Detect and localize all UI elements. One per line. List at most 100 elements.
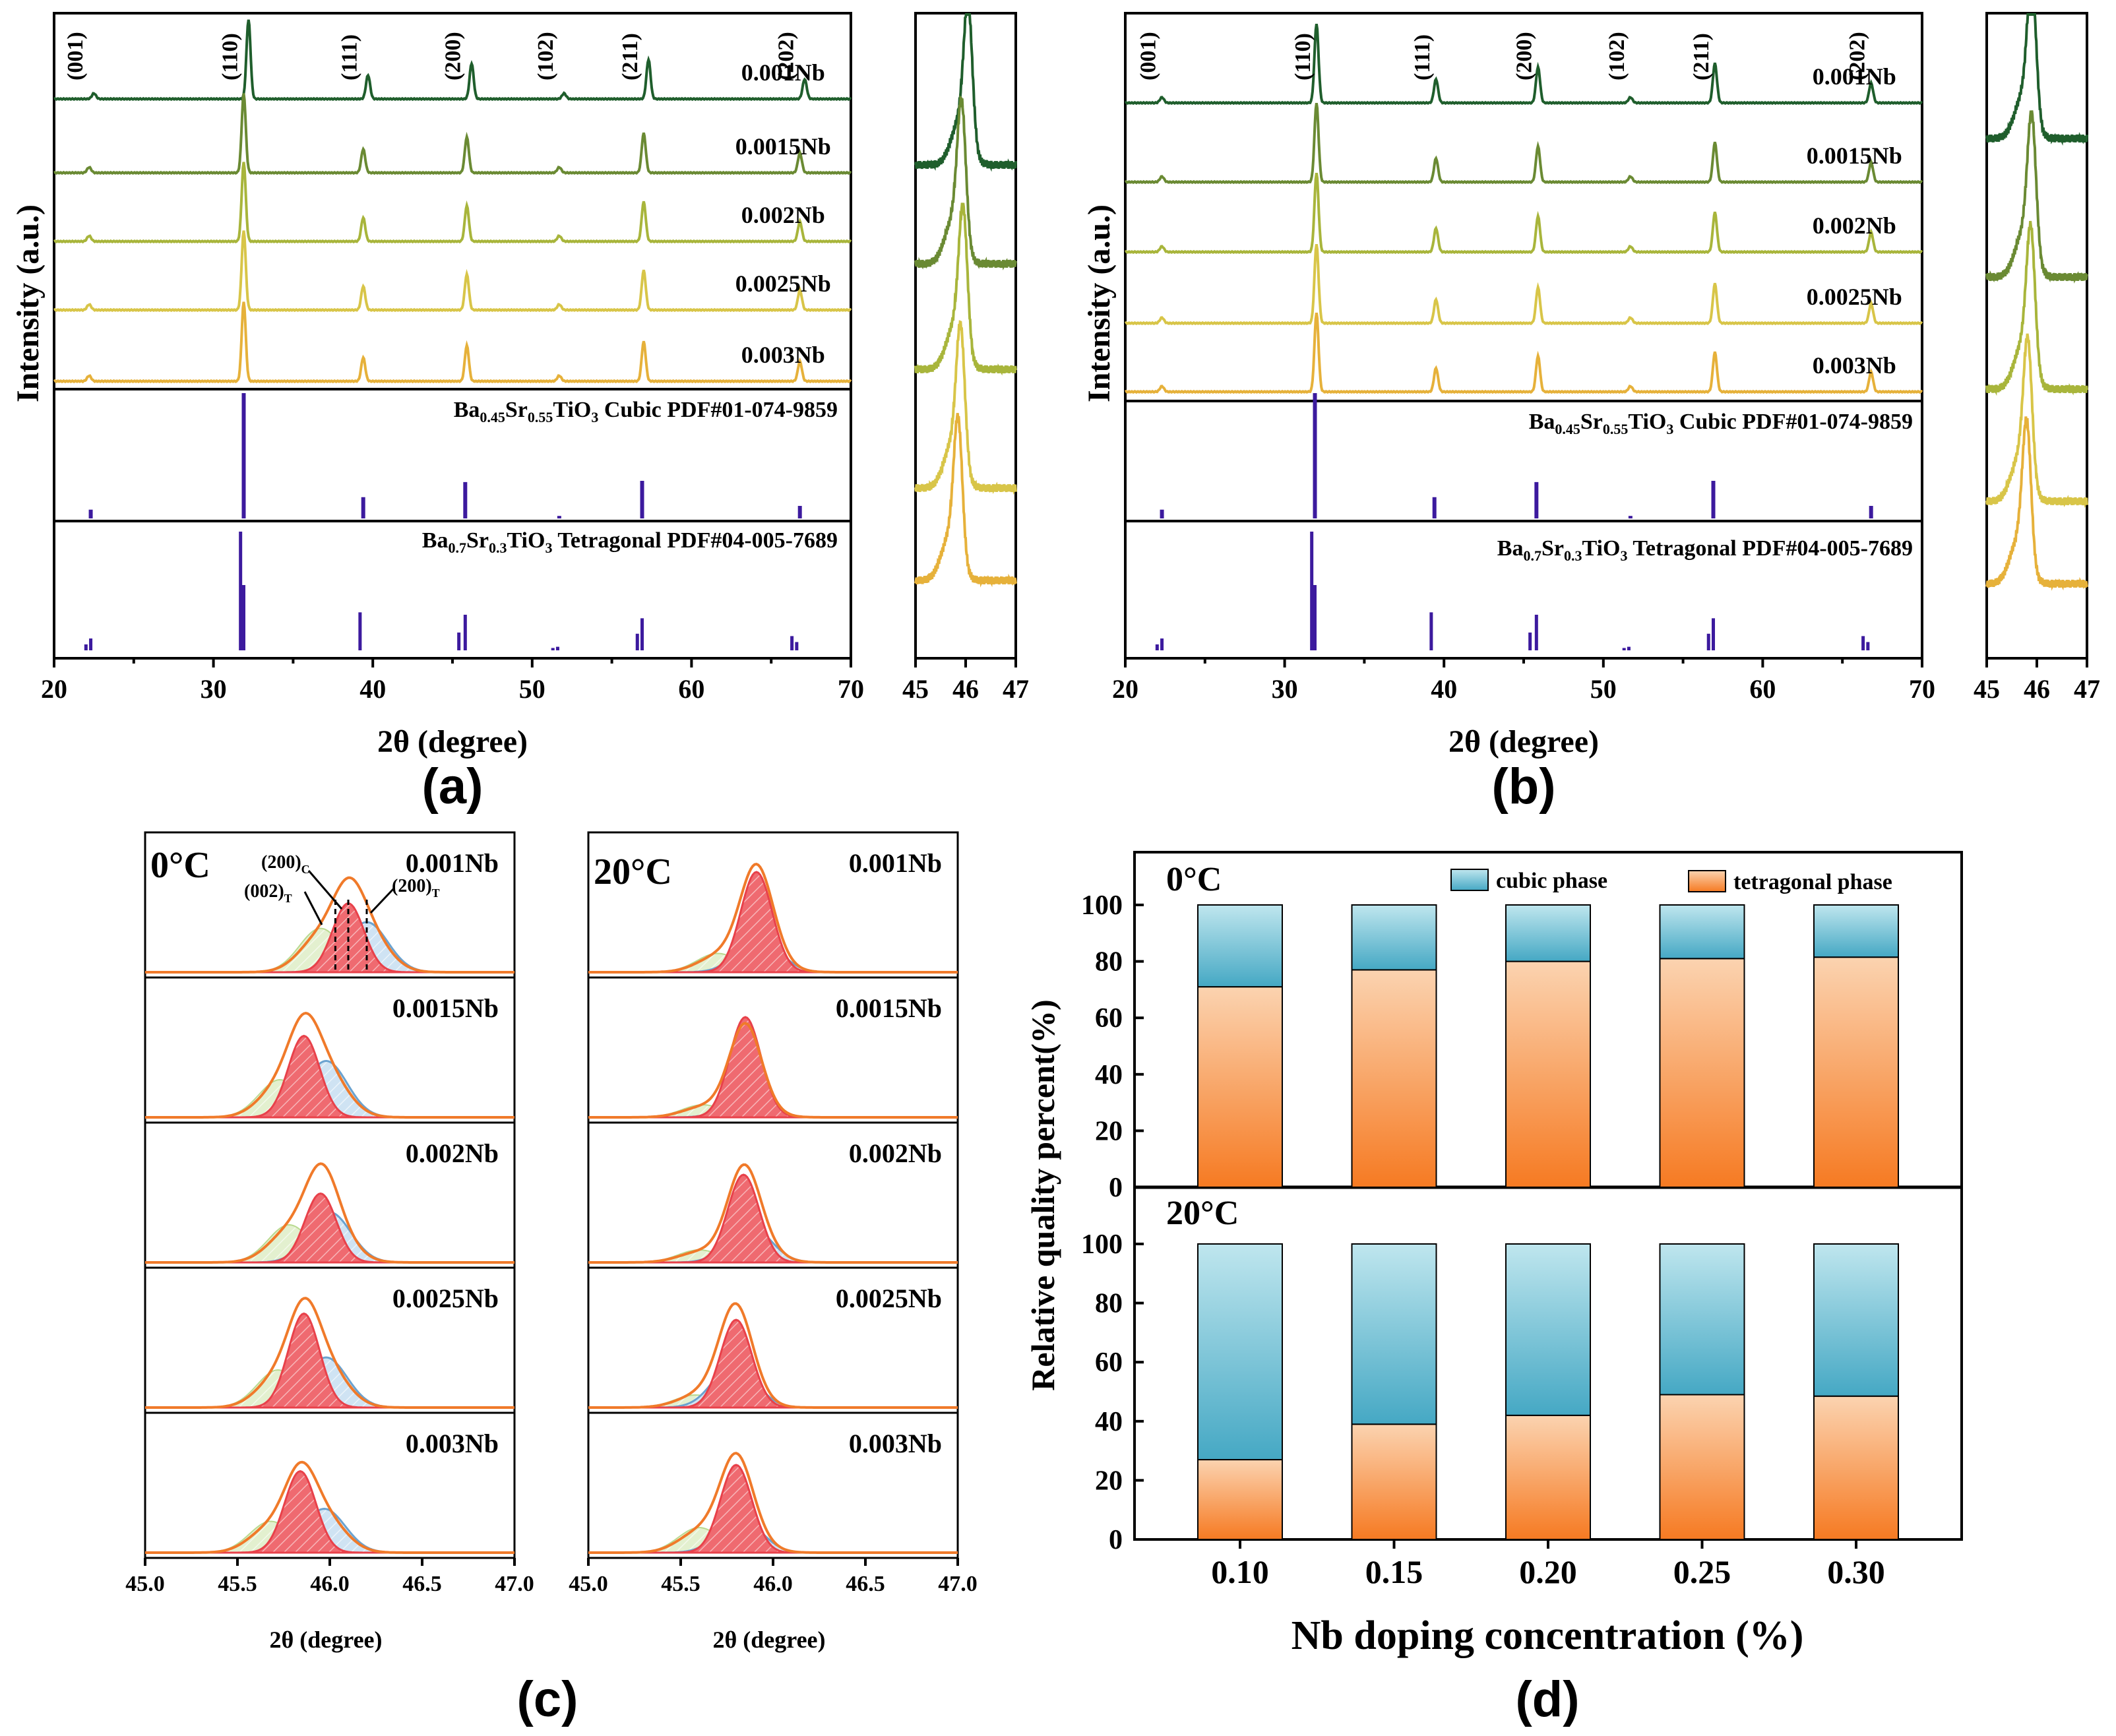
xrd-series-0.0015Nb xyxy=(53,93,852,175)
panel-b-ref-tetragonal-sticks xyxy=(1155,532,1870,650)
fit-red-peak xyxy=(588,1318,958,1409)
fit-red-peak xyxy=(145,1192,514,1264)
fit-envelope xyxy=(588,1022,958,1119)
fit-series-label: 0.001Nb xyxy=(849,848,942,878)
x-tick-label: 30 xyxy=(1272,674,1298,704)
inset-series xyxy=(914,202,1017,376)
peak-label: (001) xyxy=(1136,32,1161,80)
panel-d-temp-20C: 20°C xyxy=(1166,1194,1239,1232)
bar-tetragonal xyxy=(1197,1459,1283,1541)
fit-row: 0.001Nb xyxy=(587,831,959,979)
fit-row: 0.001Nb xyxy=(144,831,516,979)
y-tick-label: 0 xyxy=(1109,1525,1123,1555)
xrd-series-label: 0.003Nb xyxy=(1813,352,1896,379)
x-tick-label: 46.5 xyxy=(402,1572,442,1596)
fit-red-peak xyxy=(145,902,514,974)
panel-d-x-ticks: 0.10 0.15 0.20 0.25 0.30 xyxy=(1211,1539,1885,1590)
bar-cubic xyxy=(1505,1243,1591,1416)
bar-cubic xyxy=(1197,1243,1283,1461)
x-tick-label: 20 xyxy=(41,674,67,704)
inset-x-tick-label: 47 xyxy=(2074,674,2100,704)
x-tick-label: 46.0 xyxy=(753,1572,793,1596)
panel-c-x-ticks-left: 45.0 45.5 46.0 46.5 47.0 xyxy=(125,1558,534,1596)
x-tick-label: 0.15 xyxy=(1365,1553,1423,1590)
xrd-series-0.001Nb xyxy=(1124,23,1923,106)
arrow-200c xyxy=(307,870,343,910)
panel-c: 0.001Nb 0.0015Nb 0.002Nb 0.0025Nb 0.003Nb 0.… xyxy=(125,831,978,1727)
panel-c-annot-arrows xyxy=(303,870,396,925)
fit-red-peak xyxy=(588,1173,958,1264)
y-tick-label: 100 xyxy=(1081,890,1123,921)
xrd-series-label: 0.001Nb xyxy=(1813,63,1896,90)
fit-series-label: 0.0025Nb xyxy=(392,1284,499,1313)
panel-a-frame xyxy=(53,12,852,660)
panel-c-20C-stack: 0.001Nb 0.0015Nb 0.002Nb 0.0025Nb 0.003Nb xyxy=(587,831,959,1559)
x-tick-label: 20 xyxy=(1112,674,1138,704)
panel-a-ref-cubic-label: Ba0.45Sr0.55TiO3 Cubic PDF#01-074-9859 xyxy=(454,398,838,425)
xrd-series-0.0025Nb xyxy=(1124,243,1923,326)
panel-a-ref-tetragonal-label: Ba0.7Sr0.3TiO3 Tetragonal PDF#04-005-768… xyxy=(422,528,838,556)
legend-swatch-tetragonal xyxy=(1688,870,1726,892)
panel-a-x-ticks: 20 30 40 50 60 70 xyxy=(41,658,864,704)
bar-cubic xyxy=(1197,904,1283,988)
panel-d-y-ticks: 0 20 40 60 80 100 0 20 40 60 80 100 xyxy=(1081,890,1144,1555)
y-tick-label: 100 xyxy=(1081,1229,1123,1260)
bar-tetragonal xyxy=(1505,960,1591,1188)
panel-b-x-label: 2θ (degree) xyxy=(1448,724,1599,759)
panel-a-ref-cubic-sticks xyxy=(88,393,802,518)
y-tick-label: 60 xyxy=(1095,1348,1123,1378)
panel-a-inset-ticks: 45 46 47 xyxy=(902,658,1029,704)
fit-envelope xyxy=(588,1163,958,1264)
panel-c-x-label-right: 2θ (degree) xyxy=(712,1627,825,1653)
panel-b-inset-series xyxy=(1985,13,2088,591)
inset-series xyxy=(1985,416,2088,591)
xrd-series-0.001Nb xyxy=(53,19,852,102)
panel-a-label: (a) xyxy=(422,759,483,815)
xrd-series-label: 0.0025Nb xyxy=(735,270,831,297)
fit-red-peak xyxy=(588,1016,958,1119)
peak-label: (102) xyxy=(534,32,558,80)
x-tick-label: 0.10 xyxy=(1211,1553,1269,1590)
x-tick-label: 60 xyxy=(678,674,704,704)
fit-row: 0.0025Nb xyxy=(587,1266,959,1414)
x-tick-label: 50 xyxy=(1590,674,1617,704)
fit-series-label: 0.0025Nb xyxy=(836,1284,942,1313)
xrd-series-label: 0.0015Nb xyxy=(1807,142,1902,169)
xrd-series-label: 0.0025Nb xyxy=(1807,284,1902,310)
peak-label: (202) xyxy=(774,32,799,80)
bar-tetragonal xyxy=(1659,1394,1745,1540)
x-tick-label: 45.0 xyxy=(569,1572,608,1596)
inset-series xyxy=(914,13,1017,172)
panel-d-temp-0C: 0°C xyxy=(1166,861,1222,898)
fit-envelope xyxy=(145,1012,514,1119)
fit-row: 0.003Nb xyxy=(144,1411,516,1559)
legend-label-cubic: cubic phase xyxy=(1496,869,1607,893)
fit-row: 0.0015Nb xyxy=(144,976,516,1124)
legend-label-tetragonal: tetragonal phase xyxy=(1733,870,1892,894)
x-tick-label: 40 xyxy=(359,674,386,704)
x-tick-label: 60 xyxy=(1749,674,1776,704)
fit-envelope xyxy=(588,863,958,974)
panel-d-legend: cubic phase tetragonal phase xyxy=(1450,869,1892,894)
panel-b-ref-cubic-sticks xyxy=(1160,393,1873,518)
x-tick-label: 0.20 xyxy=(1519,1553,1577,1590)
fit-envelope xyxy=(145,1297,514,1409)
fit-series-label: 0.0015Nb xyxy=(836,993,942,1023)
panel-a: 0.001Nb 0.0015Nb 0.002Nb 0.0025Nb 0.003Nb (0… xyxy=(11,12,1029,815)
fit-series-label: 0.001Nb xyxy=(406,848,499,878)
fit-envelope xyxy=(145,1162,514,1264)
peak-label: (110) xyxy=(1291,33,1315,80)
y-tick-label: 20 xyxy=(1095,1466,1123,1496)
bar-tetragonal xyxy=(1351,969,1437,1188)
xrd-series-label: 0.002Nb xyxy=(741,202,825,228)
panel-d: 0 20 40 60 80 100 0 20 40 60 80 100 0.10 0.15 0.20 0.2… xyxy=(1024,851,1963,1727)
panel-b-series-group xyxy=(1124,23,1923,394)
xrd-series-0.003Nb xyxy=(53,301,852,384)
xrd-series-label: 0.001Nb xyxy=(741,59,825,86)
panel-b-series-labels: 0.001Nb 0.0015Nb 0.002Nb 0.0025Nb 0.003Nb xyxy=(1807,63,1902,379)
fit-envelope xyxy=(145,1460,514,1554)
x-tick-label: 46.0 xyxy=(310,1572,350,1596)
panel-c-temp-20C: 20°C xyxy=(594,852,672,892)
panel-d-bars xyxy=(1197,904,1899,1541)
